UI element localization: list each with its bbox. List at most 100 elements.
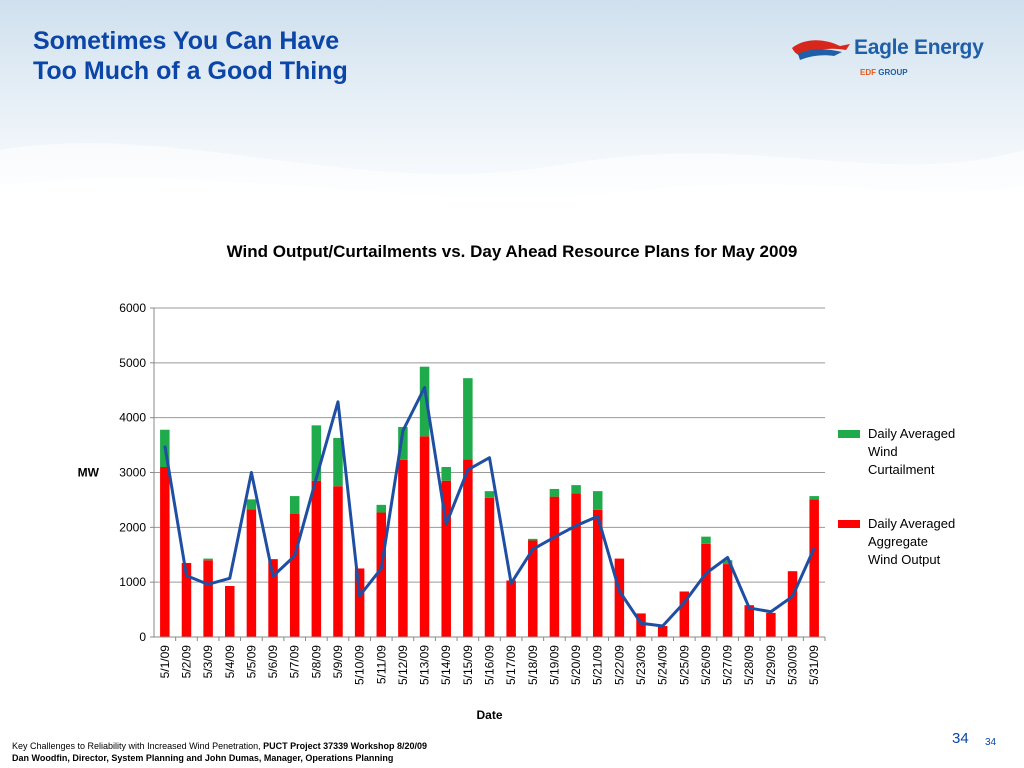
bar-wind-output xyxy=(225,586,235,637)
x-tick-label: 5/16/09 xyxy=(483,645,497,685)
chart-axes: 0 1000 2000 3000 4000 5000 6000 5/1/09 5/2/09 5/3… xyxy=(78,301,826,722)
x-tick-label: 5/21/09 xyxy=(591,645,605,685)
chart-legend: Daily Averaged Wind Curtailment Daily Av… xyxy=(838,425,958,569)
slide-title-line2: Too Much of a Good Thing xyxy=(33,57,348,85)
bar-wind-output xyxy=(744,605,754,637)
bar-wind-output xyxy=(766,612,776,637)
page-number: 34 xyxy=(952,730,969,747)
logo-group-suffix: GROUP xyxy=(876,68,908,77)
bar-wind-output xyxy=(636,613,646,637)
eagle-icon xyxy=(792,40,850,60)
x-tick-label: 5/23/09 xyxy=(634,645,648,685)
legend-item-curtailment: Daily Averaged Wind Curtailment xyxy=(838,425,958,479)
bar-wind-output xyxy=(354,568,365,637)
x-tick-label: 5/7/09 xyxy=(288,645,302,679)
slide-title: Sometimes You Can Have Too Much of a Goo… xyxy=(33,26,348,86)
bar-wind-output xyxy=(506,580,516,637)
x-tick-label: 5/8/09 xyxy=(309,645,323,679)
day-ahead-plan-line xyxy=(163,386,816,628)
x-tick-label: 5/22/09 xyxy=(612,645,626,685)
bar-wind-output xyxy=(398,459,408,637)
bar-wind-curtailment xyxy=(441,467,451,481)
bar-wind-curtailment xyxy=(528,538,538,541)
bar-wind-output xyxy=(787,571,798,637)
x-tick-label: 5/15/09 xyxy=(461,645,475,685)
bar-wind-output xyxy=(246,509,257,637)
bar-wind-curtailment xyxy=(592,491,603,510)
bar-wind-output xyxy=(528,540,538,637)
bar-wind-curtailment xyxy=(398,426,408,460)
x-tick-label: 5/25/09 xyxy=(677,645,691,685)
bar-wind-curtailment xyxy=(484,491,495,498)
slide-footer: Key Challenges to Reliability with Incre… xyxy=(12,740,427,764)
bar-wind-output xyxy=(419,436,430,637)
legend-swatch-curtailment xyxy=(838,430,860,438)
x-tick-label: 5/28/09 xyxy=(742,645,756,685)
x-tick-label: 5/24/09 xyxy=(656,645,670,685)
bar-wind-output xyxy=(549,496,560,637)
x-tick-label: 5/19/09 xyxy=(547,645,561,685)
bar-wind-output xyxy=(203,560,213,637)
bar-wind-output xyxy=(463,459,473,637)
legend-item-output: Daily Averaged Aggregate Wind Output xyxy=(838,515,958,569)
slide-title-line1: Sometimes You Can Have xyxy=(33,27,340,55)
bar-wind-output xyxy=(679,591,690,637)
bar-wind-curtailment xyxy=(809,496,819,500)
bar-wind-curtailment xyxy=(333,437,343,487)
chart-plan-line-group xyxy=(163,386,816,628)
bar-wind-output xyxy=(592,509,603,637)
bar-wind-output xyxy=(614,558,625,637)
x-tick-label: 5/5/09 xyxy=(244,645,258,679)
x-tick-label: 5/31/09 xyxy=(807,645,821,685)
x-tick-label: 5/10/09 xyxy=(353,645,367,685)
y-tick-label: 1000 xyxy=(119,575,146,589)
logo-text: Eagle Energy xyxy=(854,36,984,59)
bar-wind-curtailment xyxy=(463,378,473,460)
x-tick-label: 5/14/09 xyxy=(439,645,453,685)
bar-wind-output xyxy=(268,559,278,637)
footer-line1-plain: Key Challenges to Reliability with Incre… xyxy=(12,741,264,751)
x-tick-label: 5/13/09 xyxy=(418,645,432,685)
chart-title: Wind Output/Curtailments vs. Day Ahead R… xyxy=(226,242,798,261)
footer-line1: Key Challenges to Reliability with Incre… xyxy=(12,740,427,752)
x-tick-label: 5/2/09 xyxy=(179,645,193,679)
x-tick-label: 5/27/09 xyxy=(721,645,735,685)
y-tick-label: 3000 xyxy=(119,466,146,480)
bar-wind-curtailment xyxy=(571,485,581,494)
bar-wind-output xyxy=(181,562,192,637)
logo-group-prefix: EDF xyxy=(860,68,876,77)
wind-output-chart: 0 1000 2000 3000 4000 5000 6000 5/1/09 5/2/09 5/3… xyxy=(78,301,826,722)
bar-wind-output xyxy=(722,564,733,637)
x-tick-label: 5/18/09 xyxy=(526,645,540,685)
bar-wind-output xyxy=(376,512,387,637)
bar-wind-curtailment xyxy=(419,366,430,437)
y-tick-label: 4000 xyxy=(119,411,146,425)
bar-wind-output xyxy=(333,486,343,637)
bar-wind-output xyxy=(484,497,495,637)
bar-wind-output xyxy=(289,513,300,637)
y-tick-label: 5000 xyxy=(119,356,146,370)
y-tick-label: 2000 xyxy=(119,520,146,534)
bar-wind-curtailment xyxy=(311,425,322,481)
bar-wind-output xyxy=(571,493,581,637)
bar-wind-curtailment xyxy=(549,488,560,497)
bar-wind-curtailment xyxy=(376,504,387,513)
page-number-small: 34 xyxy=(985,737,997,748)
legend-label-output: Daily Averaged Aggregate Wind Output xyxy=(868,516,956,567)
legend-swatch-output xyxy=(838,520,860,528)
bar-wind-curtailment xyxy=(246,499,257,510)
x-tick-label: 5/26/09 xyxy=(699,645,713,685)
footer-line2: Dan Woodfin, Director, System Planning a… xyxy=(12,753,394,763)
x-tick-label: 5/6/09 xyxy=(266,645,280,679)
x-tick-label: 5/30/09 xyxy=(786,645,800,685)
bar-wind-curtailment xyxy=(701,536,711,544)
x-tick-label: 5/4/09 xyxy=(223,645,237,679)
x-tick-label: 5/29/09 xyxy=(764,645,778,685)
x-tick-label: 5/9/09 xyxy=(331,645,345,679)
legend-label-curtailment: Daily Averaged Wind Curtailment xyxy=(868,426,956,477)
bar-wind-curtailment xyxy=(289,496,300,514)
x-tick-label: 5/20/09 xyxy=(569,645,583,685)
logo-group-text: EDF GROUP xyxy=(860,68,908,77)
header-wave-decoration xyxy=(0,143,1024,215)
footer-line1-bold: PUCT Project 37339 Workshop 8/20/09 xyxy=(263,741,428,751)
